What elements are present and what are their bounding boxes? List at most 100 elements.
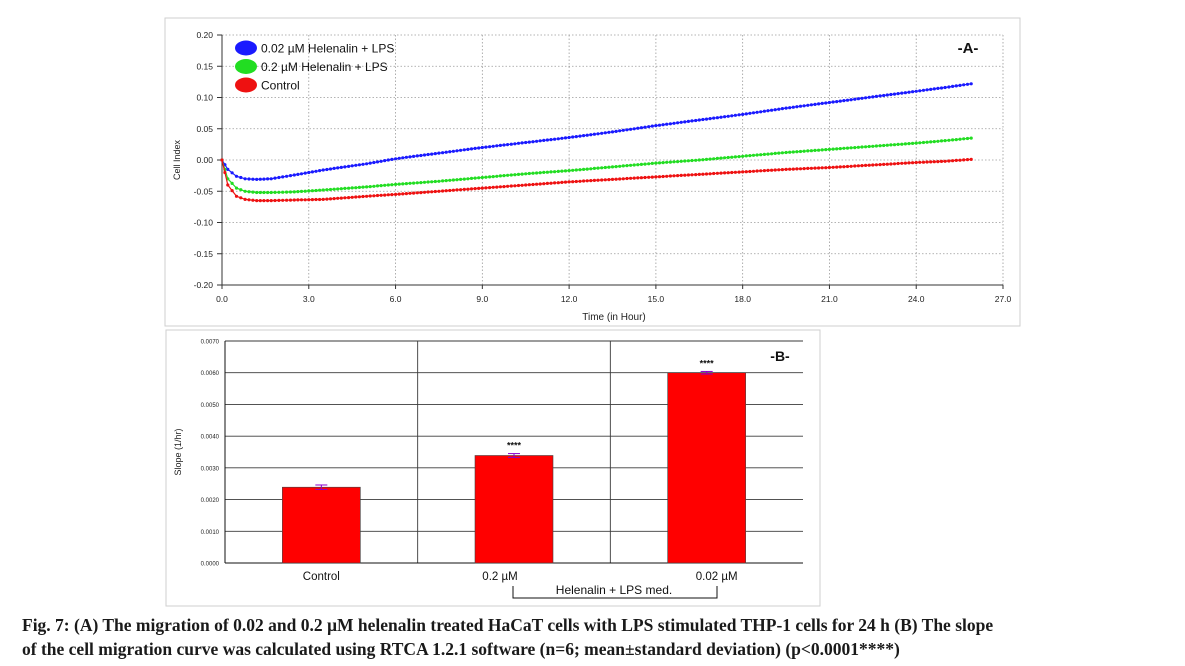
panel-a-series-point xyxy=(741,112,745,116)
panel-a-series-point xyxy=(466,187,470,191)
panel-a-series-point xyxy=(654,124,658,128)
panel-a-series-point xyxy=(704,172,709,176)
panel-a-series-point xyxy=(455,178,459,182)
panel-a-series-point xyxy=(849,164,853,168)
panel-a-series-point xyxy=(889,92,893,97)
panel-a-series-point xyxy=(603,178,607,182)
panel-a-series-point xyxy=(292,173,296,177)
panel-a-series-point xyxy=(943,85,947,90)
panel-a-series-point xyxy=(856,145,861,149)
panel-a-series-point xyxy=(939,159,944,163)
panel-a-series-point xyxy=(798,167,803,171)
panel-a-series-point xyxy=(379,159,383,163)
panel-a-series-point xyxy=(813,166,817,170)
panel-a-series-point xyxy=(422,180,427,184)
panel-a-series-point xyxy=(269,190,273,195)
panel-a-series-point xyxy=(820,101,824,105)
panel-a-series-point xyxy=(383,159,387,163)
panel-a-series-point xyxy=(809,103,814,107)
panel-a-series-point xyxy=(650,124,654,128)
panel-a-series-point xyxy=(394,182,398,186)
panel-a-series-point xyxy=(350,164,354,168)
panel-a-series-point xyxy=(647,175,651,179)
panel-a-series-point xyxy=(882,162,886,166)
panel-a-series-point xyxy=(788,106,792,110)
panel-a-y-tick-label: -0.15 xyxy=(194,249,214,259)
panel-a-series-point xyxy=(277,198,281,202)
panel-a-series-point xyxy=(239,188,243,192)
panel-a-series-point xyxy=(258,199,262,203)
panel-a-series-point xyxy=(770,152,774,156)
panel-a-series-point xyxy=(488,145,492,149)
panel-a-series-point xyxy=(480,186,484,190)
panel-a-series-point xyxy=(951,138,955,142)
panel-a-series-point xyxy=(759,169,763,173)
panel-b-y-tick-label: 0.0060 xyxy=(201,371,220,377)
panel-a-series-point xyxy=(495,174,499,178)
panel-a-series-point xyxy=(766,168,770,172)
panel-a-series-point xyxy=(466,177,470,181)
panel-a-series-point xyxy=(759,110,763,114)
panel-a-series-point xyxy=(516,172,521,176)
panel-a-series-point xyxy=(939,86,944,90)
panel-a-series-point xyxy=(422,153,427,157)
panel-a-series-point xyxy=(744,170,748,174)
panel-a-series-point xyxy=(668,174,673,178)
panel-a-series-point xyxy=(542,170,546,174)
panel-a-series-point xyxy=(730,114,734,118)
panel-a-series-point xyxy=(708,117,712,121)
panel-a-series-point xyxy=(372,184,376,188)
panel-a-series-point xyxy=(444,150,448,154)
panel-a-series-point xyxy=(618,129,622,133)
panel-a-series-point xyxy=(813,148,817,152)
panel-a-series-point xyxy=(625,128,629,132)
panel-a-series-point xyxy=(328,197,333,201)
panel-a-series-point xyxy=(328,187,333,192)
panel-a-series-point xyxy=(288,190,293,194)
panel-a-series-point xyxy=(791,150,795,154)
panel-a-series-point xyxy=(835,165,839,169)
panel-b-category-label: 0.02 µM xyxy=(696,571,738,583)
panel-a-series-point xyxy=(466,147,470,151)
panel-a-series-point xyxy=(784,150,788,155)
panel-a-series-point xyxy=(607,165,611,169)
panel-a-series-point xyxy=(553,170,557,174)
panel-a-series-point xyxy=(936,160,940,164)
panel-a-series-point xyxy=(538,139,542,143)
panel-a-series-point xyxy=(889,143,893,147)
panel-a-series-point xyxy=(433,152,437,156)
panel-a-series-point xyxy=(375,193,380,198)
panel-a-series-point xyxy=(831,165,835,169)
panel-a-series-point xyxy=(336,166,340,170)
panel-a-series-point xyxy=(318,188,322,192)
panel-a-series-point xyxy=(798,149,803,154)
panel-a-series-point xyxy=(527,171,531,176)
panel-a-series-point xyxy=(730,155,734,159)
panel-a-y-tick-label: 0.10 xyxy=(196,93,213,103)
panel-b-category-label: Control xyxy=(303,571,340,583)
panel-a-series-point xyxy=(665,122,669,126)
panel-a-series-point xyxy=(325,167,329,172)
panel-a-series-point xyxy=(347,164,351,168)
panel-a-series-point xyxy=(715,116,720,120)
caption-line-1: Fig. 7: (A) The migration of 0.02 and 0.… xyxy=(22,615,994,635)
panel-a-series-point xyxy=(661,161,665,165)
panel-a-series-point xyxy=(842,165,846,169)
panel-a-series-point xyxy=(506,184,510,188)
panel-b-y-tick-label: 0.0010 xyxy=(201,530,220,536)
panel-a-series-point xyxy=(697,118,701,122)
panel-a-series-point xyxy=(383,183,387,187)
panel-a-series-point xyxy=(415,154,419,158)
panel-a-series-point xyxy=(513,184,517,188)
panel-a-series-point xyxy=(969,82,973,86)
panel-a-series-point xyxy=(303,189,307,193)
panel-a-series-point xyxy=(795,105,799,109)
panel-a-series-point xyxy=(918,89,922,93)
panel-a-series-point xyxy=(842,99,846,103)
panel-a-series-point xyxy=(419,181,423,185)
panel-a-series-point xyxy=(372,160,376,165)
panel-a-series-point xyxy=(661,123,665,127)
panel-a-series-point xyxy=(469,176,474,180)
panel-a-x-tick-label: 24.0 xyxy=(908,294,925,304)
panel-a-series-point xyxy=(629,163,633,167)
